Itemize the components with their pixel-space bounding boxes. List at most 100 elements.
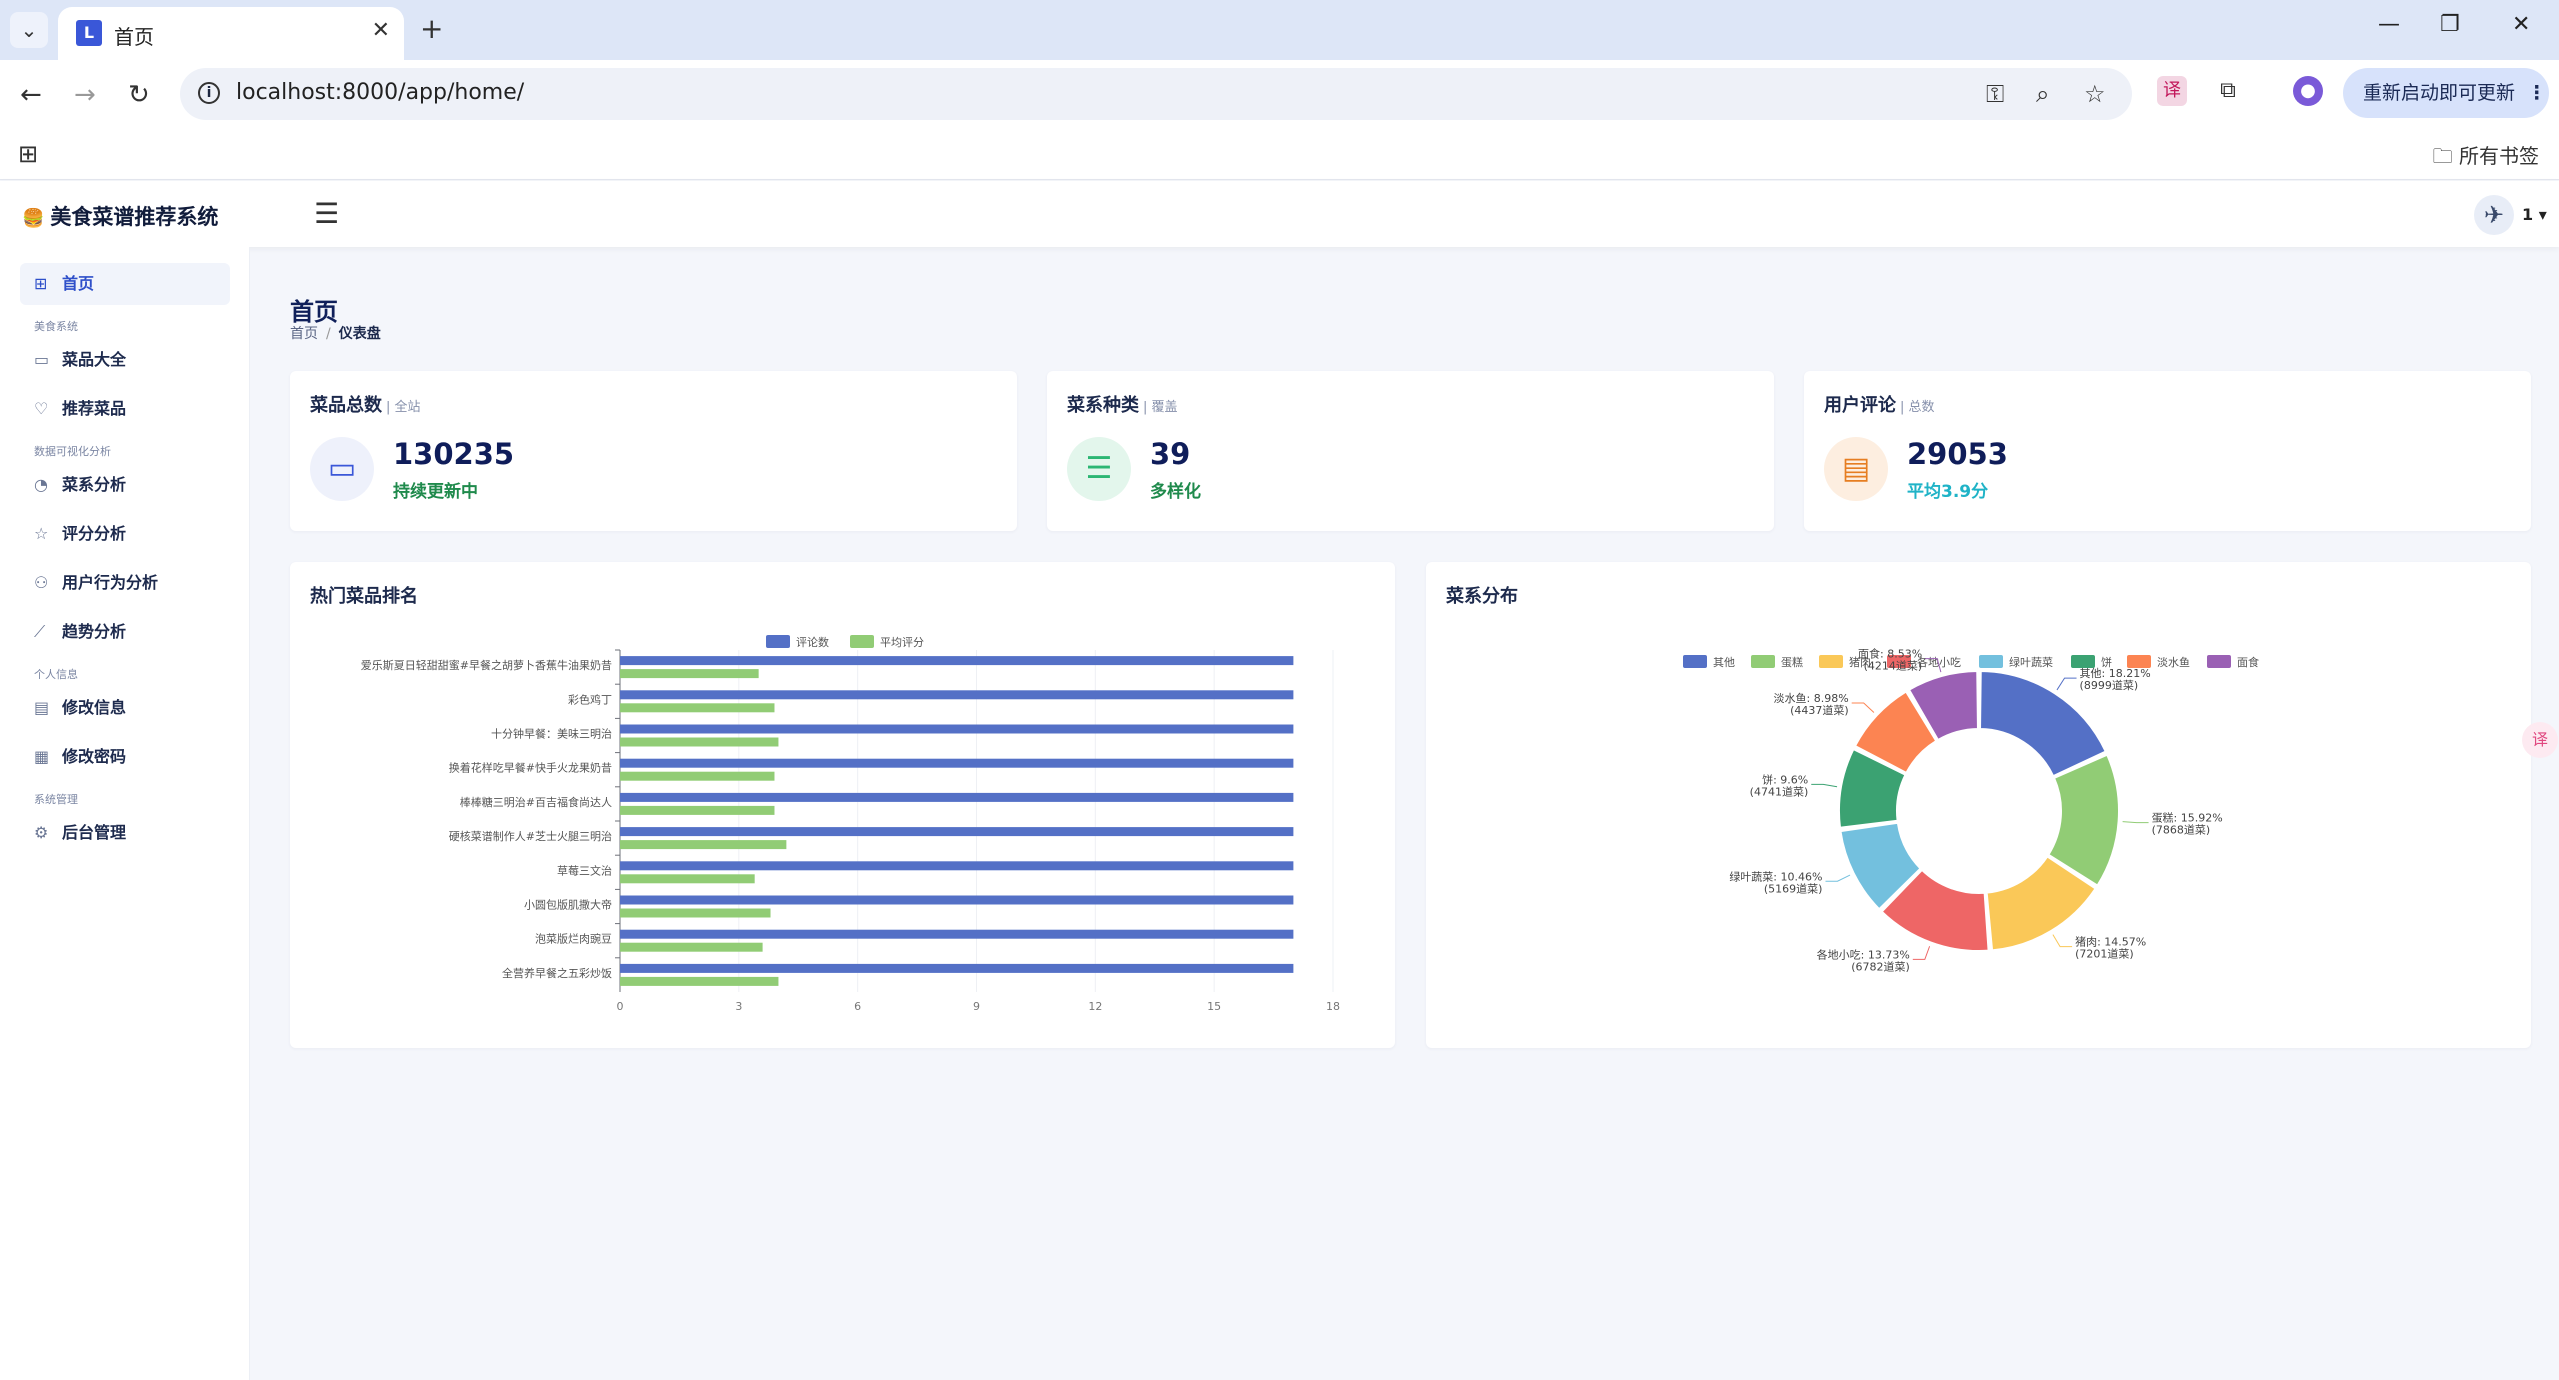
comment-icon: ▤ [1824, 437, 1888, 501]
y-tick-label: 十分钟早餐：美味三明治 [491, 727, 612, 741]
slice-label: 面食: 8.53% [1858, 647, 1922, 661]
x-tick-label: 12 [1088, 1000, 1102, 1013]
bar [620, 840, 787, 850]
site-favicon-icon: L [76, 20, 102, 46]
y-tick-label: 全营养早餐之五彩炒饭 [502, 966, 612, 980]
new-tab-button[interactable]: + [420, 12, 444, 45]
pie-slice [1985, 855, 2097, 952]
window-close-icon[interactable]: ✕ [2512, 12, 2531, 37]
y-tick-label: 泡菜版烂肉豌豆 [535, 932, 612, 946]
browser-toolbar: ← → ↻ i localhost:8000/app/home/ ⚿ ⌕ ☆ 译… [0, 60, 2559, 128]
sidebar-item-rating-analysis[interactable]: ☆ 评分分析 [20, 513, 230, 555]
y-tick-label: 草莓三文治 [557, 863, 612, 877]
label-line [2056, 677, 2077, 691]
bar [620, 792, 1294, 802]
sidebar-group-label: 系统管理 [34, 793, 78, 806]
star-icon[interactable]: ☆ [2084, 80, 2106, 108]
zoom-icon[interactable]: ⌕ [2036, 80, 2050, 108]
legend-label: 淡水鱼 [2157, 655, 2190, 669]
label-line [1925, 658, 1942, 673]
sidebar-item-home[interactable]: ⊞ 首页 [20, 263, 230, 305]
legend-label: 其他 [1713, 656, 1735, 669]
key-icon[interactable]: ⚿ [1986, 80, 2005, 108]
y-tick-label: 彩色鸡丁 [568, 692, 612, 706]
legend-label: 面食 [2237, 655, 2259, 669]
sidebar-item-change-password[interactable]: ▦ 修改密码 [20, 736, 230, 778]
y-tick-label: 爱乐斯夏日轻甜甜蜜#早餐之胡萝卜香蕉牛油果奶昔 [361, 658, 612, 672]
label-line [1912, 946, 1931, 960]
chevron-down-icon: ⌄ [20, 18, 38, 42]
legend-swatch [2207, 655, 2231, 668]
forward-arrow-icon[interactable]: → [74, 80, 96, 110]
update-button[interactable]: 重新启动即可更新 ⋮ [2343, 68, 2549, 118]
pie-icon: ◔ [34, 475, 48, 494]
back-arrow-icon[interactable]: ← [20, 80, 42, 110]
sidebar-item-trend[interactable]: ⟋ 趋势分析 [20, 611, 230, 653]
bar [620, 758, 1294, 768]
stat-title: 用户评论 | 总数 [1824, 395, 1935, 416]
heart-icon: ♡ [34, 399, 49, 418]
list-icon: ☰ [1067, 437, 1131, 501]
bar [620, 976, 779, 986]
sidebar-item-edit-info[interactable]: ▤ 修改信息 [20, 687, 230, 729]
stat-note: 多样化 [1150, 482, 1201, 502]
pie-slice [1838, 748, 1907, 829]
site-info-icon[interactable]: i [198, 82, 220, 104]
slice-sublabel: (7868道菜) [2152, 823, 2211, 837]
stat-note: 平均3.9分 [1907, 482, 1989, 502]
restore-icon[interactable]: ❐ [2440, 12, 2460, 37]
bar [620, 929, 1294, 939]
bookmarks-bar: ⊞ 🗀 所有书签 [0, 128, 2559, 180]
sidebar-item-label: 修改信息 [62, 698, 127, 717]
bar [620, 805, 775, 815]
extensions-icon[interactable]: ⧉ [2220, 78, 2236, 103]
sidebar-item-label: 菜品大全 [62, 350, 127, 369]
legend-swatch [1819, 655, 1843, 668]
browser-tab[interactable]: L 首页 ✕ [58, 7, 404, 60]
sidebar-item-label: 修改密码 [62, 747, 127, 766]
url-text[interactable]: localhost:8000/app/home/ [236, 80, 525, 105]
slice-sublabel: (4437道菜) [1790, 703, 1849, 717]
stat-value: 29053 [1907, 437, 2008, 471]
close-icon[interactable]: ✕ [371, 18, 390, 43]
sidebar-item-cuisine-analysis[interactable]: ◔ 菜系分析 [20, 464, 230, 506]
slice-sublabel: (8999道菜) [2080, 678, 2139, 692]
sidebar-group-label: 个人信息 [34, 668, 78, 681]
tab-search-button[interactable]: ⌄ [10, 12, 48, 48]
all-bookmarks-button[interactable]: 🗀 所有书签 [2433, 140, 2539, 176]
apps-grid-icon[interactable]: ⊞ [18, 140, 39, 168]
address-bar[interactable]: i localhost:8000/app/home/ ⚿ ⌕ ☆ [180, 68, 2132, 120]
translate-extension-icon[interactable]: 译 [2157, 76, 2187, 106]
x-tick-label: 3 [735, 1000, 742, 1013]
breadcrumb-home[interactable]: 首页 [290, 326, 318, 342]
brand[interactable]: 🍔 美食菜谱推荐系统 [22, 201, 218, 231]
legend-swatch [766, 635, 790, 648]
label-line [2122, 821, 2149, 824]
gear-icon: ⚙ [34, 823, 49, 842]
legend-swatch [1751, 655, 1775, 668]
x-tick-label: 0 [617, 1000, 624, 1013]
bar [620, 737, 779, 747]
minimize-icon[interactable]: — [2378, 12, 2400, 37]
sidebar-item-dishes[interactable]: ▭ 菜品大全 [20, 339, 230, 381]
user-avatar[interactable]: ✈ [2474, 195, 2514, 235]
stat-note: 持续更新中 [393, 482, 478, 502]
profile-avatar-icon[interactable]: ● [2293, 76, 2323, 106]
label-line [1811, 783, 1838, 788]
y-tick-label: 小圆包版肌撒大帝 [524, 898, 612, 912]
y-tick-label: 换着花样吃早餐#快手火龙果奶昔 [449, 761, 612, 775]
slice-label: 饼: 9.6% [1762, 772, 1808, 786]
sidebar-item-label: 首页 [62, 274, 95, 293]
sidebar-group-label: 数据可视化分析 [34, 445, 111, 458]
menu-toggle-icon[interactable]: ☰ [314, 197, 340, 230]
pie-slice [1908, 670, 1979, 741]
translate-float-button[interactable]: 译 [2522, 722, 2558, 758]
user-menu[interactable]: 1 ▾ [2522, 205, 2547, 224]
legend-swatch [850, 635, 874, 648]
sidebar-item-admin[interactable]: ⚙ 后台管理 [20, 812, 230, 854]
sidebar-item-recommend[interactable]: ♡ 推荐菜品 [20, 388, 230, 430]
reload-icon[interactable]: ↻ [128, 80, 150, 110]
chart-title: 菜系分布 [1446, 586, 1518, 607]
y-tick-label: 硬核菜谱制作人#芝士火腿三明治 [449, 829, 612, 843]
sidebar-item-user-behavior[interactable]: ⚇ 用户行为分析 [20, 562, 230, 604]
